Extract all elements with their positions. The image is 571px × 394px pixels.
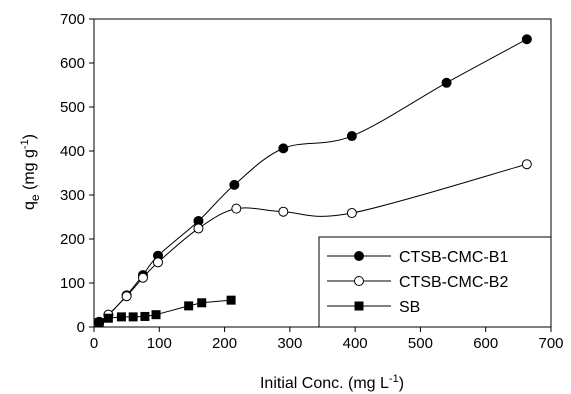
x-tick-label: 300 — [277, 335, 302, 352]
legend-marker — [354, 276, 364, 286]
series-layer — [94, 34, 532, 328]
data-point — [121, 291, 132, 302]
data-point — [184, 301, 194, 311]
x-tick-label: 700 — [538, 335, 563, 352]
y-tick-label: 500 — [60, 99, 85, 116]
data-point — [229, 179, 240, 190]
x-tick-label: 100 — [147, 335, 172, 352]
legend-label: SB — [399, 299, 420, 316]
y-tick-label: 0 — [77, 319, 85, 336]
data-point — [137, 272, 148, 283]
series-sb — [94, 295, 236, 328]
y-axis-label: qe (mg g-1) — [19, 134, 42, 210]
x-tick-label: 500 — [408, 335, 433, 352]
data-point — [521, 34, 532, 45]
data-point — [197, 298, 207, 308]
y-tick-label: 200 — [60, 231, 85, 248]
data-point — [278, 143, 289, 154]
y-tick-label: 100 — [60, 275, 85, 292]
data-point — [151, 310, 161, 320]
y-tick-label: 300 — [60, 187, 85, 204]
y-tick-label: 700 — [60, 11, 85, 28]
data-point — [521, 159, 532, 170]
x-tick-label: 0 — [90, 335, 98, 352]
data-point — [103, 313, 113, 323]
legend-marker — [354, 301, 364, 311]
y-tick-label: 400 — [60, 143, 85, 160]
data-point — [231, 203, 242, 214]
y-tick-label: 600 — [60, 55, 85, 72]
data-point — [140, 311, 150, 321]
legend-label: CTSB-CMC-B1 — [399, 249, 508, 266]
data-point — [116, 312, 126, 322]
data-point — [346, 208, 357, 219]
x-tick-label: 400 — [343, 335, 368, 352]
data-point — [441, 77, 452, 88]
data-point — [346, 131, 357, 142]
legend-marker — [354, 251, 364, 261]
data-point — [128, 312, 138, 322]
data-point — [278, 206, 289, 217]
data-point — [152, 257, 163, 268]
plot-axes: 0 100 200 300 400 500 600 700 0 100 200 300 400 500 60… — [60, 11, 564, 352]
data-point — [193, 223, 204, 234]
x-tick-label: 600 — [473, 335, 498, 352]
x-tick-label: 200 — [212, 335, 237, 352]
legend-label: CTSB-CMC-B2 — [399, 274, 508, 291]
data-point — [94, 318, 104, 328]
x-axis-label: Initial Conc. (mg L-1) — [260, 373, 404, 392]
legend: CTSB-CMC-B1 CTSB-CMC-B2 SB — [318, 236, 552, 328]
data-point — [226, 295, 236, 305]
